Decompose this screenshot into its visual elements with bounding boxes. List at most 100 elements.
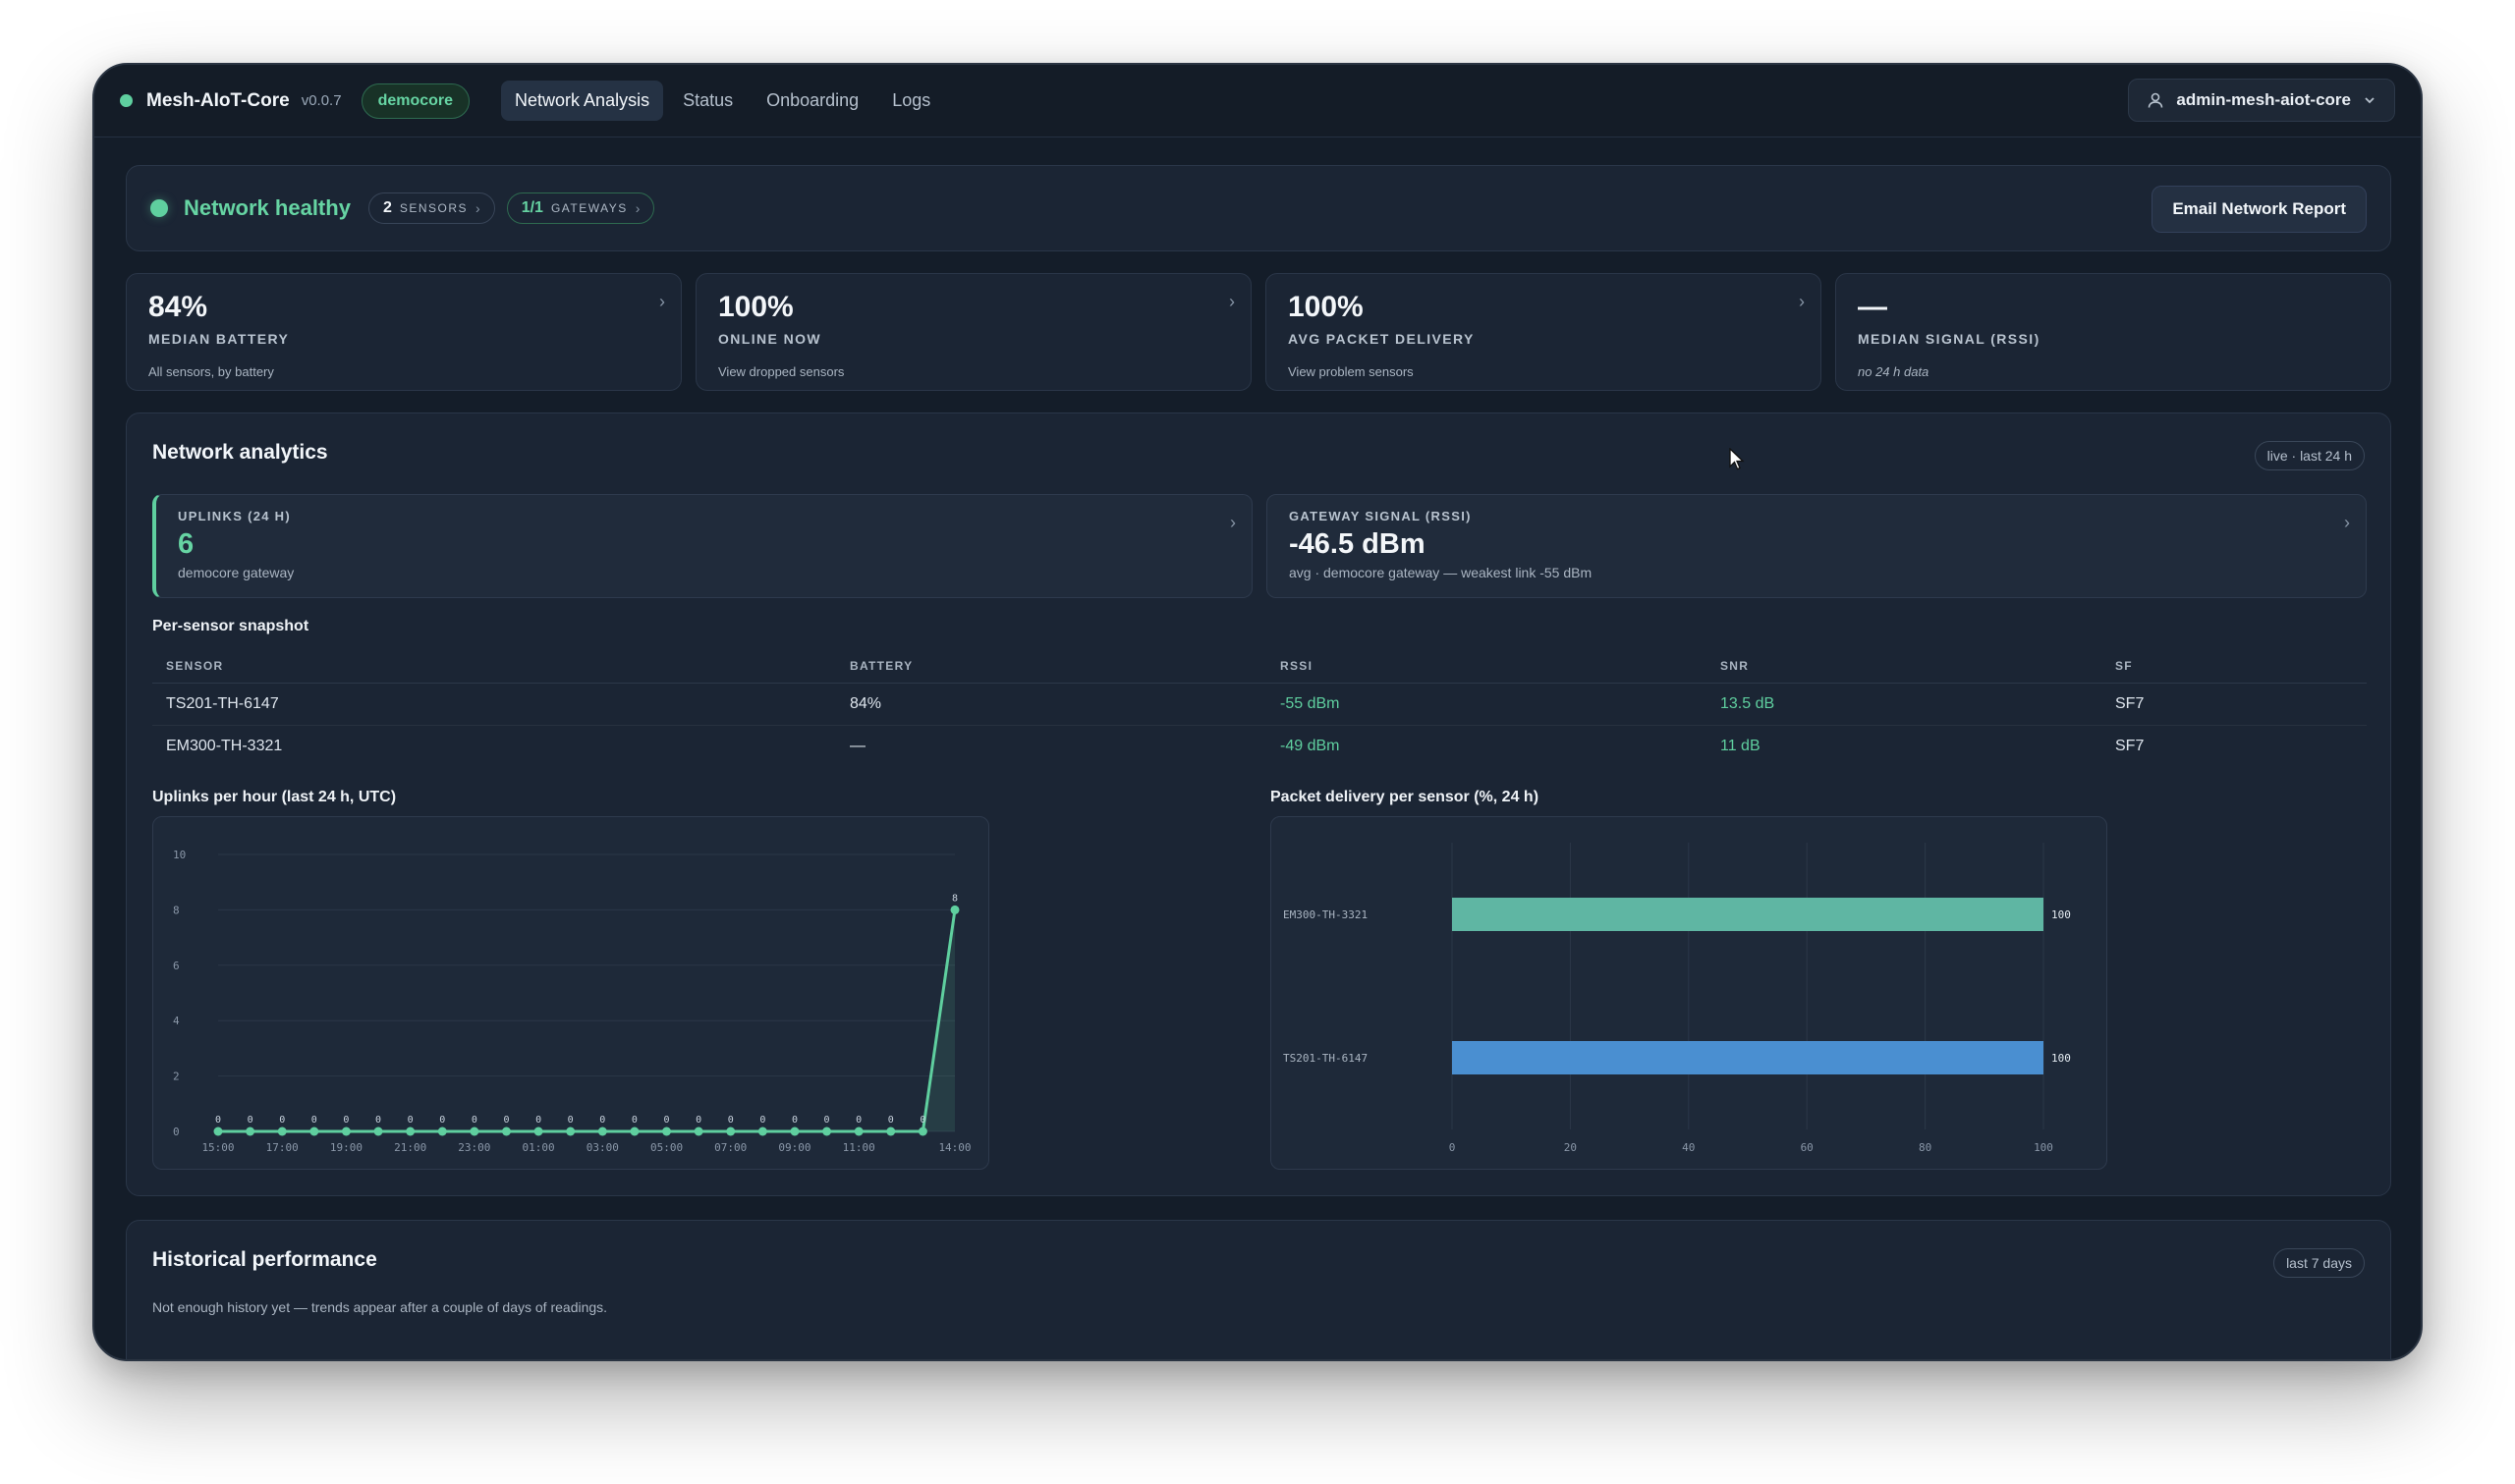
x-tick-label: 05:00	[650, 1141, 683, 1154]
tab-logs[interactable]: Logs	[892, 90, 931, 110]
x-tick-label: 01:00	[523, 1141, 555, 1154]
sensors-chip-label: SENSORS	[399, 201, 469, 215]
email-network-report-button[interactable]: Email Network Report	[2152, 186, 2367, 233]
metric-value: 100%	[718, 291, 794, 323]
data-label: 0	[888, 1115, 894, 1126]
snr-cell: 13.5 dB	[1706, 683, 2101, 726]
data-point	[470, 1127, 479, 1136]
data-label: 0	[599, 1115, 605, 1126]
data-point	[662, 1127, 672, 1136]
x-tick-label: 15:00	[201, 1141, 234, 1154]
data-point	[533, 1127, 543, 1136]
y-tick-label: 6	[173, 960, 180, 972]
metric-label: AVG PACKET DELIVERY	[1288, 331, 1475, 347]
tab-status[interactable]: Status	[683, 90, 734, 110]
chevron-right-icon: ›	[1799, 292, 1805, 311]
bar	[1452, 1041, 2043, 1074]
gateway-signal-kpi-card[interactable]: GATEWAY SIGNAL (RSSI) -46.5 dBm avg · de…	[1266, 494, 2367, 598]
x-tick-label: 19:00	[330, 1141, 363, 1154]
x-tick-label: 20	[1564, 1141, 1577, 1154]
sensor-name-cell: TS201-TH-6147	[152, 683, 836, 726]
metric-card-avg-packet-delivery[interactable]: 100% AVG PACKET DELIVERY View problem se…	[1265, 273, 1821, 391]
metric-sub: View problem sensors	[1288, 364, 1414, 379]
uplinks-kpi-card[interactable]: UPLINKS (24 H) 6 democore gateway ›	[152, 494, 1253, 598]
sf-cell: SF7	[2115, 737, 2145, 754]
column-header: SF	[2101, 649, 2367, 684]
data-point	[213, 1127, 223, 1136]
data-label: 0	[568, 1115, 574, 1126]
metric-value: —	[1858, 291, 1887, 323]
data-label: 0	[664, 1115, 670, 1126]
metric-sub: All sensors, by battery	[148, 364, 274, 379]
section-title: Network analytics	[152, 441, 328, 464]
category-label: TS201-TH-6147	[1283, 1052, 1368, 1065]
metric-value: 100%	[1288, 291, 1364, 323]
mouse-cursor-icon	[1729, 448, 1745, 470]
metric-sub: View dropped sensors	[718, 364, 845, 379]
tenant-badge[interactable]: democore	[361, 82, 471, 119]
x-tick-label: 14:00	[938, 1141, 971, 1154]
data-point	[950, 905, 960, 914]
battery-cell: 84%	[836, 683, 1266, 726]
metric-card-online-now[interactable]: 100% ONLINE NOW View dropped sensors ›	[696, 273, 1252, 391]
user-name: admin-mesh-aiot-core	[2176, 90, 2351, 109]
uplinks-chart: 0 2 4 6 8 10 0 0 0 0 0 0 0 0 0 0 0 0 0 0 0 0 0 0 0 0 0 0 0 8 15:00 17:0…	[152, 816, 989, 1170]
data-point	[341, 1127, 351, 1136]
sensors-chip[interactable]: 2 SENSORS ›	[367, 192, 495, 224]
history-range-badge: last 7 days	[2273, 1248, 2365, 1278]
uplinks-chart-svg: 0 2 4 6 8 10 0 0 0 0 0 0 0 0 0 0 0 0 0 0 0 0 0 0 0 0 0 0 0 8 15:00 17:0…	[173, 849, 972, 1154]
table-row[interactable]: EM300-TH-3321 — -49 dBm 11 dB SF7	[152, 725, 2367, 767]
section-title: Historical performance	[152, 1248, 377, 1271]
gateways-chip-label: GATEWAYS	[550, 201, 628, 215]
x-tick-label: 03:00	[587, 1141, 619, 1154]
data-label: 0	[375, 1115, 381, 1126]
data-point	[566, 1127, 576, 1136]
y-tick-label: 0	[173, 1126, 180, 1138]
x-tick-label: 07:00	[714, 1141, 747, 1154]
y-tick-label: 8	[173, 904, 180, 916]
sf-cell: SF7	[2101, 683, 2367, 726]
app-name: Mesh-AIoT-Core	[146, 89, 290, 111]
data-point	[918, 1127, 927, 1136]
network-health-bar: Network healthy 2 SENSORS › 1/1 GATEWAYS…	[126, 165, 2391, 251]
data-label: 0	[856, 1115, 862, 1126]
tab-onboarding[interactable]: Onboarding	[766, 90, 860, 110]
chevron-right-icon: ›	[1230, 513, 1236, 532]
column-header: SENSOR	[152, 649, 836, 684]
kpi-sub: democore gateway	[178, 565, 295, 580]
data-point	[437, 1127, 447, 1136]
column-header: SNR	[1706, 649, 2101, 684]
uplinks-chart-title: Uplinks per hour (last 24 h, UTC)	[152, 789, 397, 805]
data-label: 0	[311, 1115, 317, 1126]
tab-network-analysis[interactable]: Network Analysis	[501, 81, 664, 121]
table-row[interactable]: TS201-TH-6147 84% -55 dBm 13.5 dB SF7	[152, 683, 2367, 726]
delivery-chart-title: Packet delivery per sensor (%, 24 h)	[1270, 789, 1539, 805]
user-icon	[2147, 91, 2164, 109]
sensor-name-cell: EM300-TH-3321	[166, 737, 283, 754]
data-point	[406, 1127, 416, 1136]
network-analytics-panel: Network analytics live · last 24 h UPLIN…	[126, 412, 2391, 1196]
column-header: BATTERY	[836, 649, 1266, 684]
live-range-badge: live · last 24 h	[2254, 441, 2365, 470]
data-label: 0	[728, 1115, 734, 1126]
data-point	[822, 1127, 832, 1136]
metric-card-median-battery[interactable]: 84% MEDIAN BATTERY All sensors, by batte…	[126, 273, 682, 391]
data-label: 0	[472, 1115, 477, 1126]
category-label: EM300-TH-3321	[1283, 908, 1368, 921]
user-menu-button[interactable]: admin-mesh-aiot-core	[2128, 79, 2395, 122]
column-header: RSSI	[1266, 649, 1706, 684]
metric-sub: no 24 h data	[1858, 364, 1929, 379]
gateways-chip[interactable]: 1/1 GATEWAYS ›	[506, 192, 655, 224]
data-label: 0	[632, 1115, 638, 1126]
data-label: 0	[215, 1115, 221, 1126]
data-label: 0	[792, 1115, 798, 1126]
table-header-row: SENSOR BATTERY RSSI SNR SF	[152, 649, 2367, 684]
snapshot-title: Per-sensor snapshot	[152, 618, 309, 634]
chevron-right-icon: ›	[635, 200, 641, 216]
data-point	[373, 1127, 383, 1136]
x-tick-label: 23:00	[458, 1141, 490, 1154]
data-point	[694, 1127, 703, 1136]
metric-label: MEDIAN BATTERY	[148, 331, 290, 347]
data-point	[726, 1127, 736, 1136]
data-point	[790, 1127, 800, 1136]
